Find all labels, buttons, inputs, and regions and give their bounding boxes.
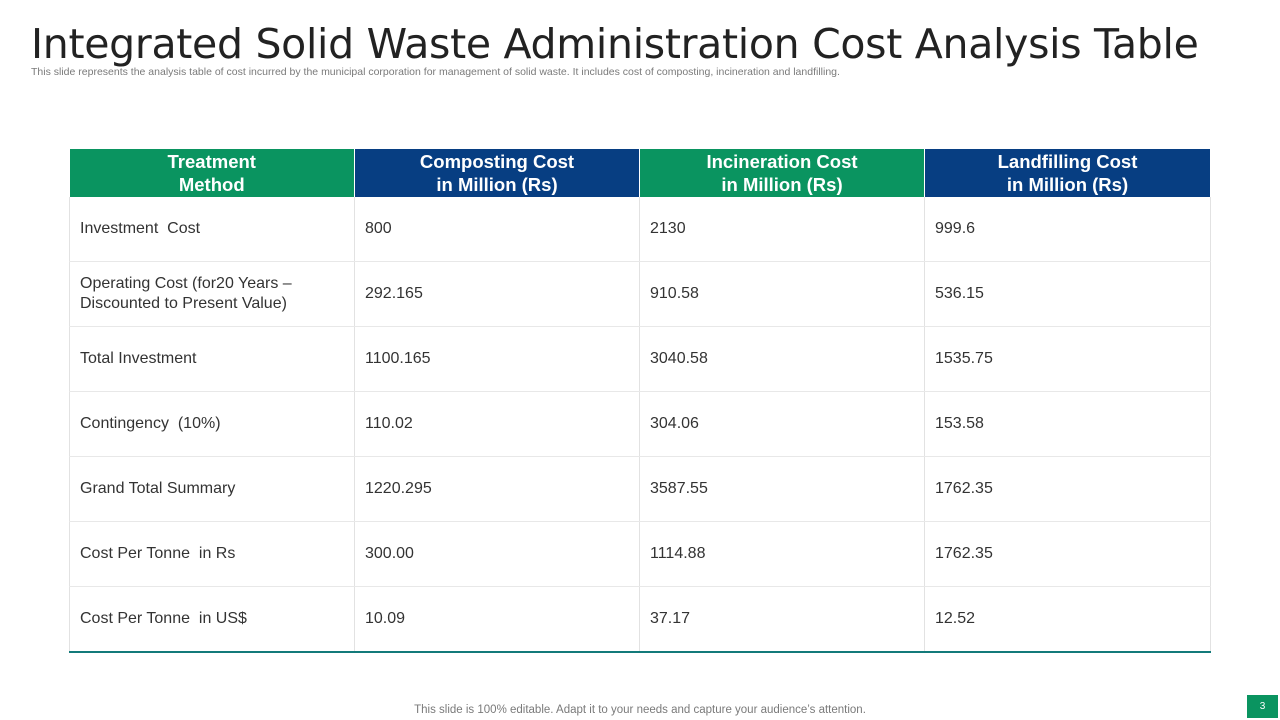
page-number: 3: [1247, 695, 1278, 718]
header-line: in Million (Rs): [436, 174, 558, 195]
table-row: Total Investment 1100.165 3040.58 1535.7…: [69, 326, 1211, 392]
header-line: Composting Cost: [419, 151, 575, 172]
header-line: in Million (Rs): [1006, 174, 1129, 195]
table-row: Cost Per Tonne in Rs 300.00 1114.88 1762…: [69, 521, 1211, 587]
table-row: Operating Cost (for20 Years – Discounted…: [69, 261, 1211, 327]
landfilling-value: 999.6: [924, 197, 1211, 262]
incineration-value: 910.58: [639, 261, 925, 327]
cost-analysis-table: Treatment Method Composting Cost in Mill…: [69, 149, 1211, 653]
page-subtitle: This slide represents the analysis table…: [31, 66, 840, 78]
page-title: Integrated Solid Waste Administration Co…: [31, 20, 1199, 68]
incineration-value: 3040.58: [639, 326, 925, 392]
header-line: Incineration Cost: [706, 151, 858, 172]
landfilling-value: 1535.75: [924, 326, 1211, 392]
incineration-value: 37.17: [639, 586, 925, 653]
row-label: Investment Cost: [69, 197, 355, 262]
composting-value: 800: [354, 197, 640, 262]
landfilling-value: 12.52: [924, 586, 1211, 653]
table-row: Investment Cost 800 2130 999.6: [69, 197, 1211, 262]
landfilling-value: 1762.35: [924, 456, 1211, 522]
composting-value: 300.00: [354, 521, 640, 587]
row-label: Operating Cost (for20 Years – Discounted…: [69, 261, 355, 327]
composting-value: 1100.165: [354, 326, 640, 392]
header-incineration-cost: Incineration Cost in Million (Rs): [639, 149, 925, 197]
composting-value: 110.02: [354, 391, 640, 457]
table-header-row: Treatment Method Composting Cost in Mill…: [69, 149, 1211, 197]
row-label: Contingency (10%): [69, 391, 355, 457]
row-label: Grand Total Summary: [69, 456, 355, 522]
landfilling-value: 1762.35: [924, 521, 1211, 587]
footer-note: This slide is 100% editable. Adapt it to…: [414, 704, 866, 716]
composting-value: 10.09: [354, 586, 640, 653]
table-row: Cost Per Tonne in US$ 10.09 37.17 12.52: [69, 586, 1211, 653]
row-label-line: Discounted to Present Value): [80, 295, 287, 312]
landfilling-value: 536.15: [924, 261, 1211, 327]
table-row: Grand Total Summary 1220.295 3587.55 176…: [69, 456, 1211, 522]
landfilling-value: 153.58: [924, 391, 1211, 457]
header-line: Treatment: [167, 151, 256, 172]
row-label: Cost Per Tonne in US$: [69, 586, 355, 653]
composting-value: 1220.295: [354, 456, 640, 522]
incineration-value: 1114.88: [639, 521, 925, 587]
header-treatment-method: Treatment Method: [69, 149, 355, 197]
header-line: Method: [178, 174, 245, 195]
incineration-value: 304.06: [639, 391, 925, 457]
composting-value: 292.165: [354, 261, 640, 327]
row-label: Total Investment: [69, 326, 355, 392]
row-label: Cost Per Tonne in Rs: [69, 521, 355, 587]
header-composting-cost: Composting Cost in Million (Rs): [354, 149, 640, 197]
header-line: in Million (Rs): [721, 174, 843, 195]
table-row: Contingency (10%) 110.02 304.06 153.58: [69, 391, 1211, 457]
incineration-value: 2130: [639, 197, 925, 262]
header-landfilling-cost: Landfilling Cost in Million (Rs): [924, 149, 1211, 197]
header-line: Landfilling Cost: [997, 151, 1138, 172]
row-label-line: Operating Cost (for20 Years –: [80, 275, 292, 292]
incineration-value: 3587.55: [639, 456, 925, 522]
